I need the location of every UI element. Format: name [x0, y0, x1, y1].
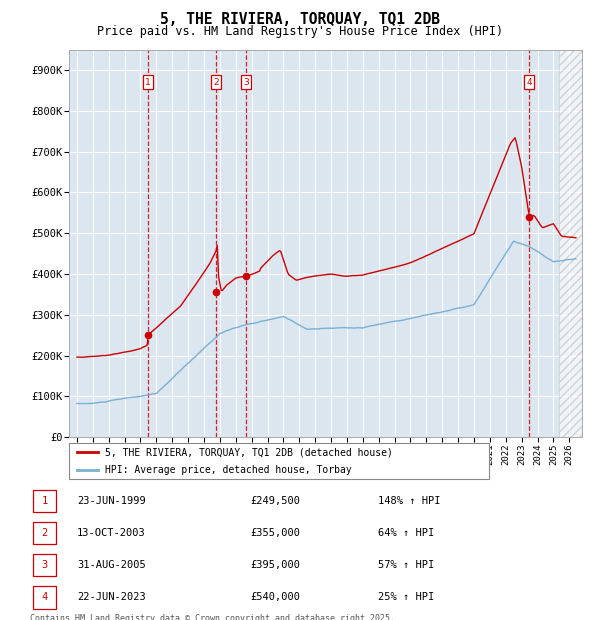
Text: HPI: Average price, detached house, Torbay: HPI: Average price, detached house, Torb… — [104, 464, 352, 475]
Text: 2: 2 — [41, 528, 47, 538]
Text: 31-AUG-2005: 31-AUG-2005 — [77, 560, 146, 570]
Text: 4: 4 — [526, 78, 532, 87]
Text: 3: 3 — [244, 78, 249, 87]
Text: 3: 3 — [41, 560, 47, 570]
Text: £540,000: £540,000 — [251, 593, 301, 603]
Bar — [559, 50, 582, 437]
Text: £395,000: £395,000 — [251, 560, 301, 570]
Text: 4: 4 — [41, 593, 47, 603]
FancyBboxPatch shape — [33, 522, 56, 544]
Text: £249,500: £249,500 — [251, 496, 301, 506]
FancyBboxPatch shape — [33, 554, 56, 577]
Text: 25% ↑ HPI: 25% ↑ HPI — [378, 593, 434, 603]
Text: 5, THE RIVIERA, TORQUAY, TQ1 2DB (detached house): 5, THE RIVIERA, TORQUAY, TQ1 2DB (detach… — [104, 448, 392, 458]
Text: 148% ↑ HPI: 148% ↑ HPI — [378, 496, 440, 506]
Text: £355,000: £355,000 — [251, 528, 301, 538]
Text: Price paid vs. HM Land Registry's House Price Index (HPI): Price paid vs. HM Land Registry's House … — [97, 25, 503, 38]
Text: 1: 1 — [145, 78, 151, 87]
FancyBboxPatch shape — [33, 490, 56, 512]
Text: 22-JUN-2023: 22-JUN-2023 — [77, 593, 146, 603]
FancyBboxPatch shape — [33, 587, 56, 609]
Text: 5, THE RIVIERA, TORQUAY, TQ1 2DB: 5, THE RIVIERA, TORQUAY, TQ1 2DB — [160, 12, 440, 27]
Text: 13-OCT-2003: 13-OCT-2003 — [77, 528, 146, 538]
Text: 64% ↑ HPI: 64% ↑ HPI — [378, 528, 434, 538]
Text: 2: 2 — [214, 78, 219, 87]
Text: 1: 1 — [41, 496, 47, 506]
Text: 57% ↑ HPI: 57% ↑ HPI — [378, 560, 434, 570]
FancyBboxPatch shape — [69, 443, 489, 479]
Text: 23-JUN-1999: 23-JUN-1999 — [77, 496, 146, 506]
Text: Contains HM Land Registry data © Crown copyright and database right 2025.
This d: Contains HM Land Registry data © Crown c… — [30, 614, 395, 620]
